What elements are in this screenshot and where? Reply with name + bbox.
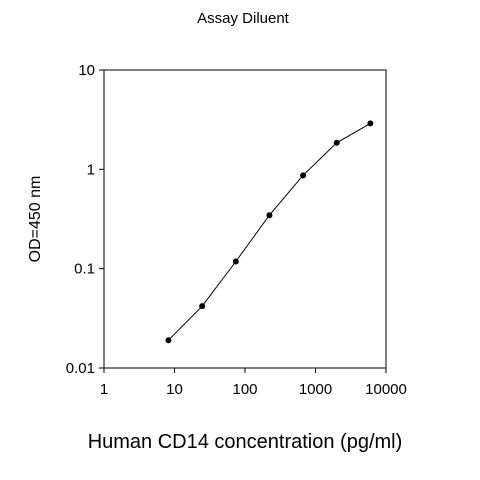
y-tick-label: 0.1 [74,261,95,278]
x-tick-label: 1 [100,381,108,398]
data-point [199,303,206,310]
x-axis-label: Human CD14 concentration (pg/ml) [88,431,403,453]
data-point [367,120,374,127]
chart-title: Assay Diluent [197,10,290,27]
data-point [300,172,307,179]
y-tick-label: 0.01 [66,360,95,377]
data-point [333,139,340,146]
series-line [168,122,371,341]
x-tick-label: 10 [166,381,183,398]
x-tick-label: 100 [232,381,257,398]
x-tick-label: 1000 [299,381,332,398]
plot-area-frame [103,69,387,369]
x-tick-label: 10000 [365,381,407,398]
y-tick-label: 1 [87,161,95,178]
data-point [232,258,239,265]
data-point [165,337,172,344]
y-tick-label: 10 [78,62,95,79]
data-point [266,212,273,219]
y-axis-label: OD=450 nm [27,176,44,263]
series-group [165,120,374,344]
x-axis-ticks: 1 10 100 1000 10000 [100,368,407,398]
y-axis-ticks: 0.01 0.1 1 10 [66,62,104,377]
